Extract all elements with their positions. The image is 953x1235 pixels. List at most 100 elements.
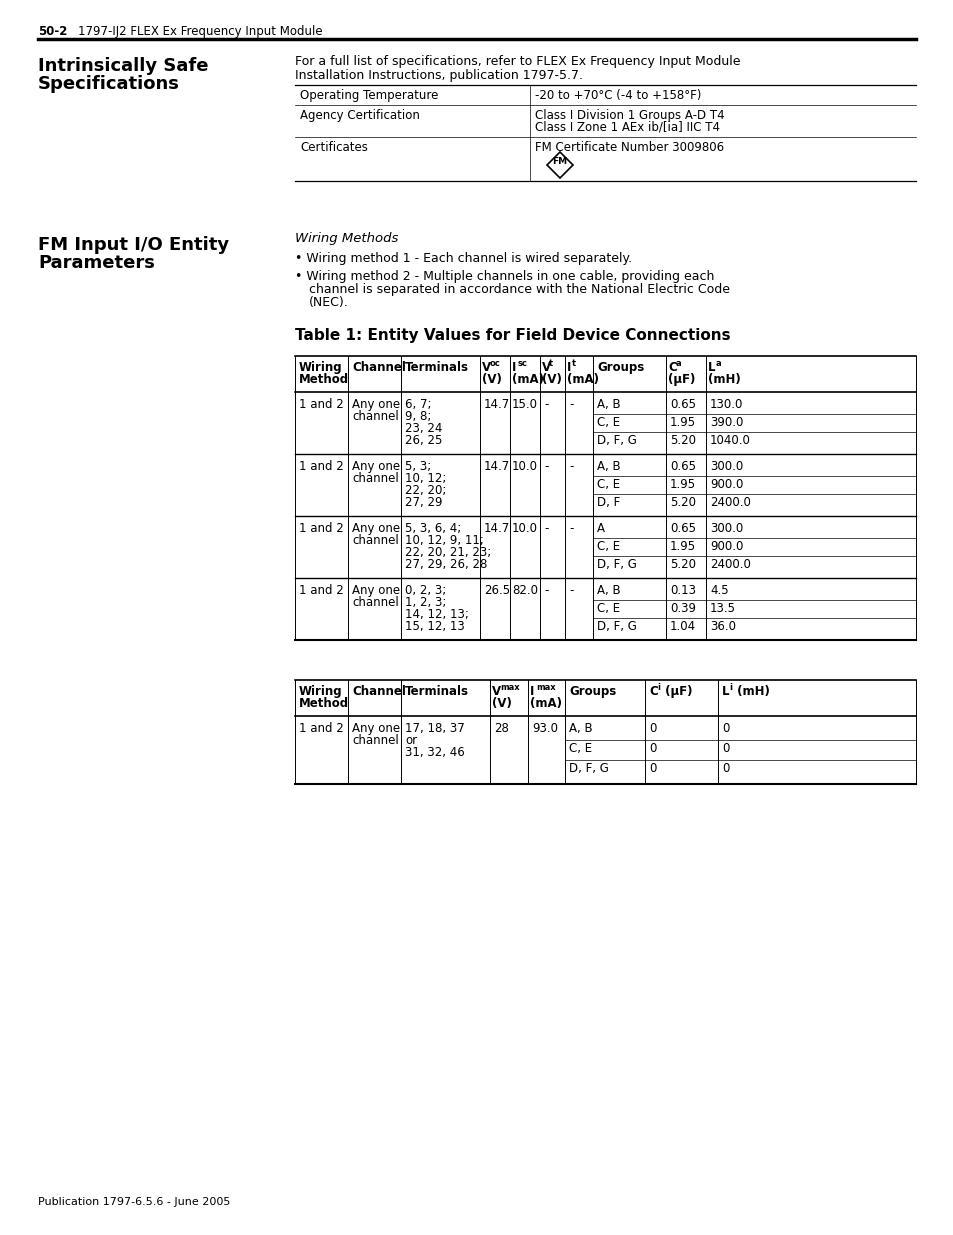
Text: D, F, G: D, F, G [597,620,637,634]
Text: 10.0: 10.0 [512,459,537,473]
Text: (mH): (mH) [732,685,769,698]
Text: Wiring: Wiring [298,685,342,698]
Text: 6, 7;: 6, 7; [405,398,431,411]
Text: i: i [657,683,659,692]
Text: (mH): (mH) [707,373,740,387]
Text: 0: 0 [721,762,729,776]
Text: Channel: Channel [352,685,405,698]
Text: 1 and 2: 1 and 2 [298,398,343,411]
Text: FM Input I/O Entity: FM Input I/O Entity [38,236,229,254]
Text: 10, 12;: 10, 12; [405,472,446,485]
Text: Any one: Any one [352,584,399,597]
Text: 900.0: 900.0 [709,540,742,553]
Text: max: max [499,683,519,692]
Text: L: L [707,361,715,374]
Text: 10.0: 10.0 [512,522,537,535]
Text: C, E: C, E [597,540,619,553]
Text: D, F, G: D, F, G [568,762,608,776]
Text: Any one: Any one [352,459,399,473]
Text: Operating Temperature: Operating Temperature [299,89,438,103]
Text: C, E: C, E [597,478,619,492]
Text: 36.0: 36.0 [709,620,735,634]
Text: 0: 0 [648,742,656,755]
Text: I: I [530,685,534,698]
Text: V: V [481,361,491,374]
Text: a: a [716,359,720,368]
Text: max: max [536,683,555,692]
Text: A, B: A, B [597,584,620,597]
Text: 31, 32, 46: 31, 32, 46 [405,746,464,760]
Text: • Wiring method 1 - Each channel is wired separately.: • Wiring method 1 - Each channel is wire… [294,252,632,266]
Text: (μF): (μF) [667,373,695,387]
Text: Table 1: Entity Values for Field Device Connections: Table 1: Entity Values for Field Device … [294,329,730,343]
Text: (V): (V) [481,373,501,387]
Text: 1797-IJ2 FLEX Ex Frequency Input Module: 1797-IJ2 FLEX Ex Frequency Input Module [78,25,322,38]
Text: a: a [676,359,680,368]
Text: oc: oc [490,359,500,368]
Text: 27, 29, 26, 28: 27, 29, 26, 28 [405,558,487,571]
Text: 1, 2, 3;: 1, 2, 3; [405,597,446,609]
Text: -20 to +70°C (-4 to +158°F): -20 to +70°C (-4 to +158°F) [535,89,700,103]
Text: Parameters: Parameters [38,254,154,272]
Text: 0, 2, 3;: 0, 2, 3; [405,584,446,597]
Text: channel: channel [352,534,398,547]
Text: 1 and 2: 1 and 2 [298,584,343,597]
Text: channel: channel [352,734,398,747]
Text: 14.7: 14.7 [483,398,510,411]
Text: Channel: Channel [352,361,405,374]
Text: C: C [667,361,676,374]
Text: A, B: A, B [568,722,592,735]
Text: 5.20: 5.20 [669,558,696,571]
Text: 13.5: 13.5 [709,601,735,615]
Text: 1 and 2: 1 and 2 [298,722,343,735]
Text: Class I Zone 1 AEx ib/[ia] IIC T4: Class I Zone 1 AEx ib/[ia] IIC T4 [535,121,720,135]
Text: channel: channel [352,410,398,424]
Text: For a full list of specifications, refer to FLEX Ex Frequency Input Module: For a full list of specifications, refer… [294,56,740,68]
Text: 0.65: 0.65 [669,398,696,411]
Text: (V): (V) [541,373,561,387]
Text: A: A [597,522,604,535]
Text: 0.13: 0.13 [669,584,696,597]
Text: 0: 0 [648,722,656,735]
Text: 5.20: 5.20 [669,433,696,447]
Text: 1.95: 1.95 [669,540,696,553]
Text: Any one: Any one [352,522,399,535]
Text: Agency Certification: Agency Certification [299,109,419,122]
Text: Specifications: Specifications [38,75,180,93]
Text: 0.65: 0.65 [669,522,696,535]
Text: 5, 3, 6, 4;: 5, 3, 6, 4; [405,522,460,535]
Text: -: - [543,398,548,411]
Text: 0.39: 0.39 [669,601,696,615]
Text: -: - [568,584,573,597]
Text: 2400.0: 2400.0 [709,558,750,571]
Text: 1.04: 1.04 [669,620,696,634]
Text: Publication 1797-6.5.6 - June 2005: Publication 1797-6.5.6 - June 2005 [38,1197,230,1207]
Text: i: i [728,683,731,692]
Text: 82.0: 82.0 [512,584,537,597]
Text: 22, 20;: 22, 20; [405,484,446,496]
Text: sc: sc [517,359,527,368]
Text: Wiring Methods: Wiring Methods [294,232,398,245]
Text: 9, 8;: 9, 8; [405,410,431,424]
Text: Any one: Any one [352,722,399,735]
Text: 5, 3;: 5, 3; [405,459,431,473]
Text: 0.65: 0.65 [669,459,696,473]
Text: Certificates: Certificates [299,141,368,154]
Text: 130.0: 130.0 [709,398,742,411]
Text: 300.0: 300.0 [709,459,742,473]
Text: 23, 24: 23, 24 [405,422,442,435]
Text: 300.0: 300.0 [709,522,742,535]
Text: 5.20: 5.20 [669,496,696,509]
Text: (mA): (mA) [530,697,561,710]
Text: D, F, G: D, F, G [597,558,637,571]
Text: Groups: Groups [597,361,643,374]
Text: (V): (V) [492,697,512,710]
Text: L: L [721,685,729,698]
Text: 15.0: 15.0 [512,398,537,411]
Text: or: or [405,734,416,747]
Text: 10, 12, 9, 11;: 10, 12, 9, 11; [405,534,483,547]
Text: 14, 12, 13;: 14, 12, 13; [405,608,468,621]
Text: FM: FM [552,157,567,165]
Text: 390.0: 390.0 [709,416,742,429]
Text: C: C [648,685,657,698]
